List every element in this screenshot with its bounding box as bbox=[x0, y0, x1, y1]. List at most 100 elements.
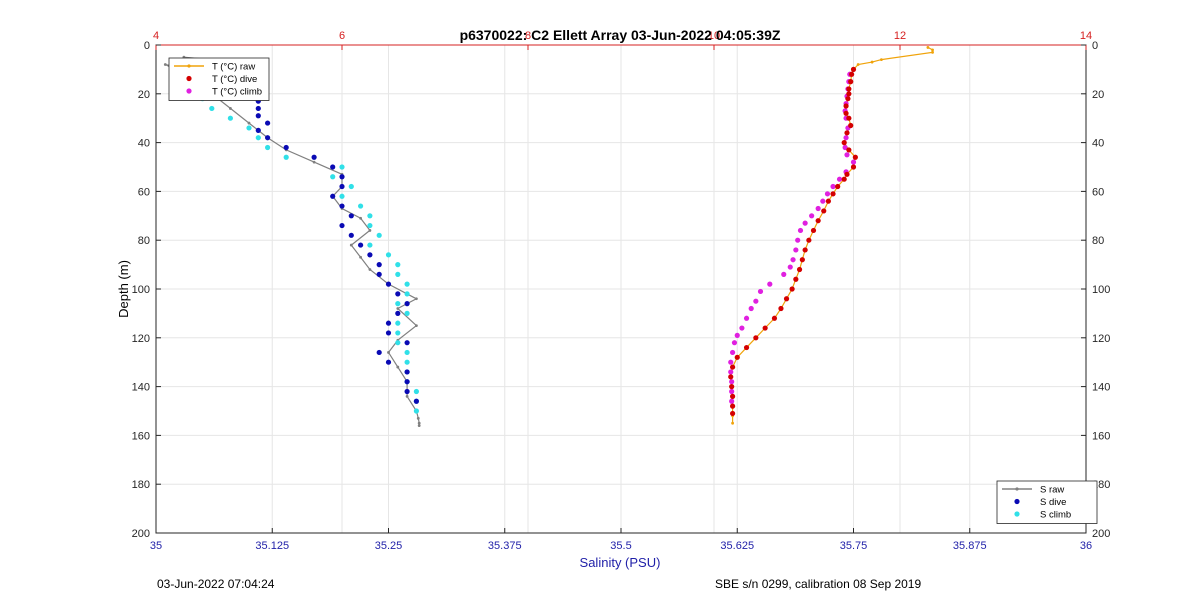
series-layer bbox=[163, 46, 934, 428]
data-point bbox=[395, 340, 401, 346]
data-point bbox=[416, 416, 420, 420]
y-tick-label-right: 20 bbox=[1092, 89, 1104, 101]
x-tick-label: 35.125 bbox=[255, 540, 289, 552]
grid-lines bbox=[155, 44, 1087, 534]
data-point bbox=[846, 86, 852, 92]
y-tick-label: 200 bbox=[132, 528, 150, 540]
data-point bbox=[339, 193, 345, 199]
data-point bbox=[795, 237, 801, 243]
data-point bbox=[729, 379, 735, 385]
x2-tick-label: 14 bbox=[1080, 30, 1092, 42]
data-point bbox=[255, 105, 261, 112]
footer-calibration: SBE s/n 0299, calibration 08 Sep 2019 bbox=[715, 577, 922, 591]
data-point bbox=[783, 296, 790, 302]
data-point bbox=[802, 220, 808, 226]
x-tick-label: 35 bbox=[150, 540, 162, 552]
data-point bbox=[830, 191, 836, 197]
data-point bbox=[815, 218, 821, 224]
data-point bbox=[395, 301, 401, 307]
legend-swatch-marker bbox=[186, 75, 192, 82]
x2-tick-label: 8 bbox=[525, 30, 531, 42]
data-point bbox=[852, 154, 858, 160]
data-point bbox=[367, 213, 373, 219]
data-point bbox=[793, 247, 799, 253]
data-point bbox=[762, 325, 768, 331]
data-point bbox=[802, 247, 808, 253]
data-point bbox=[846, 147, 852, 153]
data-point bbox=[728, 369, 734, 375]
data-point bbox=[404, 281, 410, 287]
data-point bbox=[385, 359, 392, 365]
data-point bbox=[931, 50, 934, 54]
data-point bbox=[404, 349, 410, 356]
data-point bbox=[415, 297, 418, 301]
footer-timestamp: 03-Jun-2022 07:04:24 bbox=[157, 577, 275, 591]
data-point bbox=[836, 176, 843, 182]
data-point bbox=[841, 176, 847, 182]
data-point bbox=[848, 122, 854, 129]
data-point bbox=[799, 257, 805, 263]
data-point bbox=[844, 130, 850, 136]
x-tick-label: 35.75 bbox=[840, 540, 868, 552]
data-point bbox=[348, 232, 354, 238]
data-point bbox=[843, 110, 849, 116]
x-tick-label: 35.25 bbox=[375, 540, 403, 552]
data-point bbox=[729, 398, 735, 404]
data-point bbox=[413, 388, 419, 395]
data-point bbox=[229, 107, 232, 110]
data-point bbox=[385, 252, 392, 258]
data-point bbox=[848, 79, 854, 85]
legend-box bbox=[996, 480, 1098, 524]
data-point bbox=[728, 374, 734, 380]
data-point bbox=[395, 271, 401, 277]
data-point bbox=[385, 320, 392, 326]
data-point bbox=[404, 369, 410, 375]
data-point bbox=[415, 324, 418, 327]
x2-tick-label: 4 bbox=[153, 30, 159, 42]
data-point bbox=[358, 242, 364, 248]
data-point bbox=[404, 340, 410, 346]
data-point bbox=[255, 127, 261, 133]
series-line bbox=[730, 46, 934, 424]
data-point bbox=[404, 310, 410, 316]
data-point bbox=[844, 171, 850, 177]
legend-label: S raw bbox=[1040, 485, 1064, 496]
data-point bbox=[757, 288, 764, 295]
data-point bbox=[395, 262, 401, 268]
data-point bbox=[739, 325, 745, 331]
y-tick-label: 60 bbox=[138, 186, 150, 198]
y-tick-label: 140 bbox=[132, 382, 150, 394]
data-point bbox=[821, 208, 827, 214]
axis-ticks: 35 35.125 35.25 35.375 35.5 35.625 35.75 35.875… bbox=[132, 30, 1111, 552]
data-point bbox=[367, 252, 373, 258]
data-point bbox=[349, 243, 353, 247]
data-point bbox=[367, 242, 373, 248]
data-point bbox=[413, 398, 419, 404]
data-point bbox=[255, 135, 261, 141]
data-point bbox=[368, 268, 372, 271]
data-point bbox=[404, 388, 410, 395]
data-point bbox=[856, 63, 860, 66]
data-point bbox=[841, 140, 847, 146]
data-point bbox=[789, 286, 795, 292]
y-tick-label: 180 bbox=[132, 479, 150, 491]
data-point bbox=[209, 105, 215, 112]
data-point bbox=[339, 164, 345, 170]
data-point bbox=[810, 227, 817, 234]
x2-tick-label: 6 bbox=[339, 30, 345, 42]
y-tick-label: 80 bbox=[138, 235, 150, 247]
data-point bbox=[728, 359, 734, 365]
data-point bbox=[835, 183, 841, 190]
data-point bbox=[283, 144, 289, 151]
data-point bbox=[417, 421, 421, 425]
data-point bbox=[312, 160, 316, 164]
x2-tick-label: 10 bbox=[708, 30, 720, 42]
y-tick-label: 0 bbox=[144, 40, 150, 52]
data-point bbox=[767, 281, 773, 287]
x-tick-label: 35.625 bbox=[720, 540, 754, 552]
data-point bbox=[730, 349, 736, 356]
data-point bbox=[729, 384, 735, 390]
data-point bbox=[753, 335, 759, 341]
data-point bbox=[404, 379, 410, 385]
